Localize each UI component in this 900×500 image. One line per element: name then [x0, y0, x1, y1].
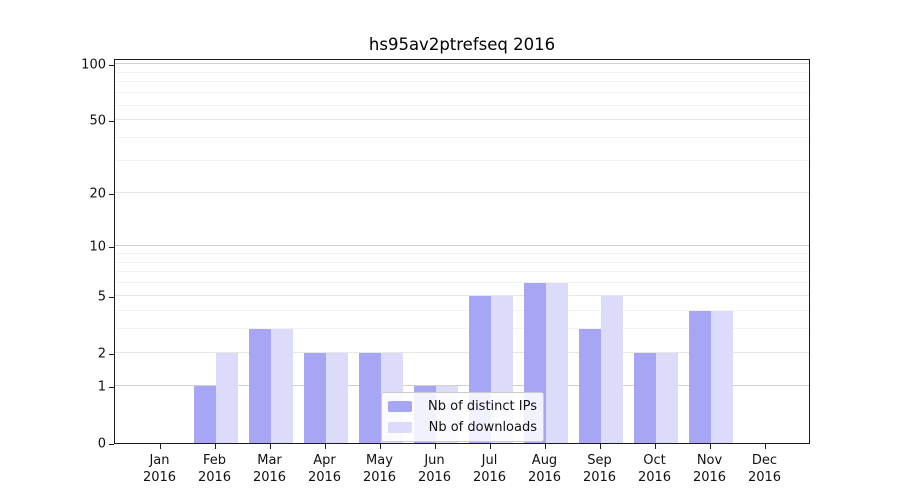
- y-tick-mark-2: [109, 353, 114, 355]
- y-tick-mark-50: [109, 121, 114, 123]
- bar-sep-ips: [578, 329, 601, 443]
- y-tick-mark-1: [109, 387, 114, 389]
- gridline-5: [115, 295, 809, 296]
- y-tick-label-1: 1: [97, 379, 106, 395]
- x-tick-label-feb: Feb 2016: [197, 453, 232, 485]
- x-tick-label-jul: Jul 2016: [472, 453, 507, 485]
- gridline-8: [115, 261, 809, 263]
- gridline-80: [115, 81, 809, 83]
- gridline-40: [115, 137, 809, 139]
- gridline-2: [115, 351, 809, 353]
- y-tick-mark-10: [109, 247, 114, 249]
- bar-feb-downloads: [215, 352, 238, 443]
- gridline-70: [115, 92, 809, 94]
- x-tick-label-apr: Apr 2016: [307, 453, 342, 485]
- gridline-4: [115, 309, 809, 311]
- bar-apr-downloads: [325, 352, 348, 443]
- x-tick-mark-oct: [654, 444, 656, 449]
- gridline-20: [115, 192, 809, 194]
- legend-item-distinct-ips: Nb of distinct IPs: [386, 398, 537, 415]
- gridline-50: [115, 119, 809, 121]
- bar-oct-ips: [633, 352, 656, 443]
- y-tick-label-2: 2: [97, 346, 106, 362]
- y-tick-mark-0: [109, 444, 114, 445]
- x-tick-mark-dec: [764, 444, 766, 449]
- bar-sep-downloads: [600, 296, 623, 443]
- y-tick-label-10: 10: [89, 239, 106, 255]
- gridline-60: [115, 104, 809, 106]
- bar-nov-downloads: [710, 310, 733, 443]
- gridline-9: [115, 253, 809, 254]
- x-tick-mark-nov: [709, 444, 711, 449]
- legend-item-downloads: Nb of downloads: [386, 419, 537, 436]
- x-tick-mark-may: [379, 444, 381, 449]
- gridline-3: [115, 328, 809, 330]
- chart-title: hs95av2ptrefseq 2016: [368, 35, 556, 54]
- x-tick-label-dec: Dec 2016: [747, 453, 782, 485]
- gridline-6: [115, 282, 809, 284]
- y-tick-label-100: 100: [81, 57, 106, 73]
- gridline-30: [115, 160, 809, 162]
- legend: Nb of distinct IPs Nb of downloads: [381, 392, 544, 442]
- gridline-100: [115, 63, 809, 65]
- x-tick-mark-mar: [269, 444, 271, 449]
- gridline-1: [115, 385, 809, 387]
- legend-label-distinct-ips: Nb of distinct IPs: [428, 399, 537, 414]
- bar-mar-downloads: [270, 329, 293, 443]
- x-tick-mark-jun: [434, 444, 436, 449]
- x-tick-label-mar: Mar 2016: [252, 453, 287, 485]
- gridline-7: [115, 271, 809, 273]
- x-tick-label-may: May 2016: [362, 453, 397, 485]
- plot-area: [114, 59, 810, 444]
- x-tick-label-jun: Jun 2016: [417, 453, 452, 485]
- x-tick-mark-sep: [599, 444, 601, 449]
- y-tick-label-50: 50: [89, 113, 106, 129]
- x-tick-mark-jan: [159, 444, 161, 449]
- gridline-10: [115, 245, 809, 247]
- y-tick-label-0: 0: [97, 436, 106, 452]
- legend-swatch-distinct-ips: [388, 401, 412, 412]
- gridline-90: [115, 71, 809, 73]
- legend-label-downloads: Nb of downloads: [428, 420, 537, 435]
- bar-oct-downloads: [655, 352, 678, 443]
- y-tick-label-5: 5: [97, 289, 106, 305]
- x-tick-label-oct: Oct 2016: [637, 453, 672, 485]
- y-tick-mark-100: [109, 65, 114, 67]
- y-tick-mark-5: [109, 297, 114, 298]
- bar-apr-ips: [303, 352, 326, 443]
- x-tick-label-aug: Aug 2016: [527, 453, 562, 485]
- x-tick-mark-feb: [214, 444, 216, 449]
- x-tick-label-jan: Jan 2016: [142, 453, 177, 485]
- bar-feb-ips: [193, 386, 216, 443]
- x-tick-mark-aug: [544, 444, 546, 449]
- legend-swatch-downloads: [388, 422, 412, 433]
- y-tick-mark-20: [109, 194, 114, 196]
- x-tick-mark-jul: [489, 444, 491, 449]
- x-tick-label-sep: Sep 2016: [582, 453, 617, 485]
- bar-aug-downloads: [545, 283, 568, 443]
- x-tick-mark-apr: [324, 444, 326, 449]
- y-tick-label-20: 20: [89, 186, 106, 202]
- bar-may-ips: [358, 352, 381, 443]
- bar-mar-ips: [248, 329, 271, 443]
- x-tick-label-nov: Nov 2016: [692, 453, 727, 485]
- bar-nov-ips: [688, 310, 711, 443]
